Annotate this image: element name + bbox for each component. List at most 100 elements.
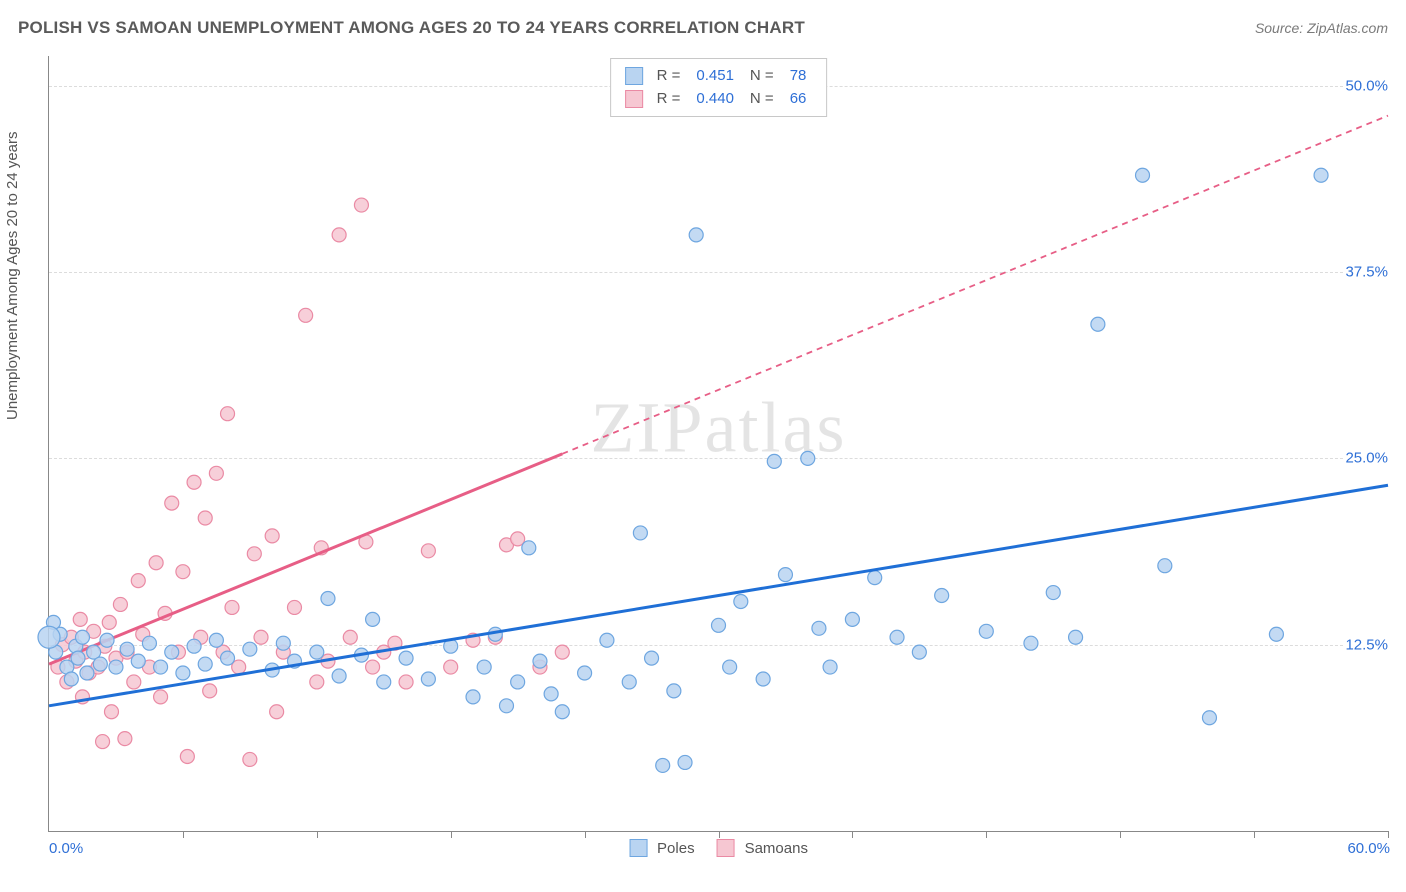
- samoans-point: [73, 612, 87, 626]
- samoans-point: [203, 684, 217, 698]
- poles-point: [845, 612, 859, 626]
- stats-row-poles: R = 0.451 N = 78: [625, 64, 813, 87]
- poles-point: [555, 705, 569, 719]
- poles-point: [1069, 630, 1083, 644]
- scatter-plot: ZIPatlas 12.5%25.0%37.5%50.0% R = 0.451 …: [48, 56, 1388, 832]
- y-axis-label: Unemployment Among Ages 20 to 24 years: [4, 131, 21, 420]
- poles-point: [64, 672, 78, 686]
- poles-point: [221, 651, 235, 665]
- poles-point: [176, 666, 190, 680]
- stats-legend-box: R = 0.451 N = 78 R = 0.440 N = 66: [610, 58, 828, 117]
- legend-item-samoans: Samoans: [717, 839, 808, 857]
- samoans-point: [310, 675, 324, 689]
- poles-point: [823, 660, 837, 674]
- poles-point: [109, 660, 123, 674]
- poles-point: [868, 571, 882, 585]
- samoans-point: [187, 475, 201, 489]
- poles-point: [689, 228, 703, 242]
- samoans-point: [254, 630, 268, 644]
- poles-point: [633, 526, 647, 540]
- poles-point: [1314, 168, 1328, 182]
- poles-point: [801, 451, 815, 465]
- samoans-point: [421, 544, 435, 558]
- samoans-point: [444, 660, 458, 674]
- poles-point: [712, 618, 726, 632]
- poles-point: [979, 624, 993, 638]
- poles-point: [75, 630, 89, 644]
- samoans-point: [354, 198, 368, 212]
- samoans-point: [225, 600, 239, 614]
- poles-point: [198, 657, 212, 671]
- samoans-point: [299, 308, 313, 322]
- poles-point: [165, 645, 179, 659]
- poles-point: [656, 758, 670, 772]
- poles-point: [421, 672, 435, 686]
- samoans-point: [198, 511, 212, 525]
- poles-point: [522, 541, 536, 555]
- chart-title: POLISH VS SAMOAN UNEMPLOYMENT AMONG AGES…: [18, 18, 805, 38]
- samoans-point: [165, 496, 179, 510]
- poles-point: [93, 657, 107, 671]
- poles-point: [243, 642, 257, 656]
- samoans-point: [366, 660, 380, 674]
- swatch-poles-icon: [629, 839, 647, 857]
- samoans-point: [209, 466, 223, 480]
- samoans-point: [247, 547, 261, 561]
- samoans-point: [131, 574, 145, 588]
- samoans-point: [176, 565, 190, 579]
- swatch-poles: [625, 67, 643, 85]
- poles-point: [100, 633, 114, 647]
- poles-point: [778, 568, 792, 582]
- poles-point: [1269, 627, 1283, 641]
- poles-trendline: [49, 485, 1388, 706]
- poles-point: [578, 666, 592, 680]
- poles-point: [544, 687, 558, 701]
- source-attribution: Source: ZipAtlas.com: [1255, 20, 1388, 36]
- poles-point: [477, 660, 491, 674]
- poles-point: [767, 454, 781, 468]
- poles-point: [276, 636, 290, 650]
- poles-point: [71, 651, 85, 665]
- poles-point: [622, 675, 636, 689]
- samoans-point: [180, 749, 194, 763]
- x-axis-min-label: 0.0%: [49, 840, 83, 857]
- samoans-point: [104, 705, 118, 719]
- poles-point: [321, 592, 335, 606]
- poles-point: [812, 621, 826, 635]
- poles-point: [1136, 168, 1150, 182]
- poles-point: [120, 642, 134, 656]
- poles-point: [1046, 586, 1060, 600]
- poles-point: [912, 645, 926, 659]
- poles-point: [377, 675, 391, 689]
- samoans-point: [113, 597, 127, 611]
- poles-point: [600, 633, 614, 647]
- poles-point: [310, 645, 324, 659]
- poles-point: [1158, 559, 1172, 573]
- legend-item-poles: Poles: [629, 839, 695, 857]
- samoans-point: [343, 630, 357, 644]
- poles-point: [667, 684, 681, 698]
- samoans-point: [96, 735, 110, 749]
- poles-point: [533, 654, 547, 668]
- poles-point: [723, 660, 737, 674]
- samoans-point: [270, 705, 284, 719]
- samoans-point: [149, 556, 163, 570]
- samoans-point: [118, 732, 132, 746]
- swatch-samoans: [625, 90, 643, 108]
- samoans-point: [287, 600, 301, 614]
- samoans-point: [127, 675, 141, 689]
- poles-point: [734, 594, 748, 608]
- poles-point: [209, 633, 223, 647]
- x-axis-max-label: 60.0%: [1347, 840, 1390, 857]
- series-legend: Poles Samoans: [629, 839, 808, 857]
- poles-point: [1024, 636, 1038, 650]
- poles-point: [332, 669, 346, 683]
- samoans-point: [221, 407, 235, 421]
- swatch-samoans-icon: [717, 839, 735, 857]
- poles-point: [499, 699, 513, 713]
- poles-point: [678, 755, 692, 769]
- poles-point: [366, 612, 380, 626]
- poles-point: [1202, 711, 1216, 725]
- chart-canvas: [49, 56, 1388, 831]
- poles-point: [187, 639, 201, 653]
